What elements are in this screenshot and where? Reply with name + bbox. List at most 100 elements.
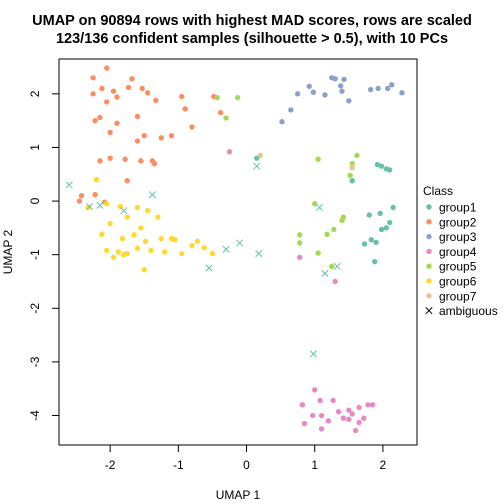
point-group4 xyxy=(301,420,308,427)
x-tick-label: 1 xyxy=(311,458,318,472)
point-group2 xyxy=(144,90,151,96)
point-group3 xyxy=(337,83,344,89)
legend-label-ambiguous: ambiguous xyxy=(439,304,498,318)
point-group4 xyxy=(349,411,355,417)
point-group4 xyxy=(340,415,347,421)
point-group4 xyxy=(297,254,303,261)
point-group2 xyxy=(90,75,96,81)
point-group5 xyxy=(329,263,335,270)
point-group1 xyxy=(373,239,379,246)
point-group2 xyxy=(97,158,103,164)
point-group1 xyxy=(372,258,378,265)
point-group4 xyxy=(335,409,342,415)
point-group6 xyxy=(124,214,130,220)
point-group2 xyxy=(134,113,141,120)
point-group6 xyxy=(115,249,122,255)
point-group3 xyxy=(339,88,345,94)
point-group6 xyxy=(117,203,124,210)
legend-label-group3: group3 xyxy=(439,230,477,244)
y-tick-label: 0 xyxy=(28,197,42,204)
point-group2 xyxy=(151,160,158,167)
point-group6 xyxy=(107,220,113,227)
point-group1 xyxy=(366,212,372,218)
legend-symbol-group1 xyxy=(426,204,432,210)
point-group4 xyxy=(309,412,316,419)
point-group6 xyxy=(134,204,141,211)
legend-symbol-group5 xyxy=(426,263,432,269)
x-tick-label: -1 xyxy=(173,458,184,472)
x-axis: -2 -1 0 1 2 xyxy=(105,444,387,472)
point-ambiguous xyxy=(222,245,230,253)
point-group2 xyxy=(97,114,103,121)
point-ambiguous xyxy=(333,262,341,271)
data-points xyxy=(65,65,405,434)
legend-label-group1: group1 xyxy=(439,201,477,215)
point-group4 xyxy=(312,387,318,393)
legend-title: Class xyxy=(423,184,453,198)
y-axis: -4 -3 -2 -1 0 1 2 xyxy=(28,90,60,421)
point-group6 xyxy=(144,208,151,214)
point-group4 xyxy=(346,416,352,422)
x-tick-label: -2 xyxy=(105,458,116,472)
point-group5 xyxy=(324,231,330,238)
point-ambiguous xyxy=(255,250,263,258)
point-group3 xyxy=(346,98,352,104)
point-group2 xyxy=(138,158,144,164)
point-group4 xyxy=(318,412,325,419)
point-group4 xyxy=(318,426,325,432)
point-ambiguous xyxy=(148,191,156,199)
point-group6 xyxy=(161,249,168,255)
point-group3 xyxy=(399,90,405,96)
point-group4 xyxy=(299,402,306,408)
point-group1 xyxy=(390,204,396,211)
legend-symbol-group4 xyxy=(426,248,432,255)
point-group3 xyxy=(279,119,285,125)
chart-subtitle: 123/136 confident samples (silhouette > … xyxy=(56,31,448,47)
legend-label-group2: group2 xyxy=(439,215,477,229)
point-group6 xyxy=(104,247,110,254)
point-group4 xyxy=(365,402,371,408)
point-group6 xyxy=(134,245,141,251)
point-group2 xyxy=(99,85,105,92)
y-axis-label: UMAP 2 xyxy=(1,229,15,274)
legend-symbol-group3 xyxy=(426,233,432,240)
point-group2 xyxy=(134,138,141,144)
point-ambiguous xyxy=(309,350,317,358)
y-tick-label: 2 xyxy=(28,90,42,97)
point-group2 xyxy=(217,109,224,116)
point-group1 xyxy=(387,219,393,226)
point-group4 xyxy=(361,415,367,421)
y-tick-label: -4 xyxy=(28,410,42,421)
point-group4 xyxy=(325,418,332,424)
point-group5 xyxy=(312,201,318,207)
point-group3 xyxy=(367,86,374,93)
point-group5 xyxy=(354,152,360,159)
legend-label-group5: group5 xyxy=(439,260,477,274)
point-group6 xyxy=(148,247,154,254)
point-group4 xyxy=(317,397,323,404)
point-group1 xyxy=(378,163,385,169)
point-group2 xyxy=(92,117,98,124)
point-group6 xyxy=(189,242,195,249)
point-group3 xyxy=(310,89,317,95)
point-group7 xyxy=(349,165,355,171)
point-group2 xyxy=(110,88,117,94)
point-group4 xyxy=(369,402,376,408)
point-group5 xyxy=(223,115,229,121)
point-group3 xyxy=(332,76,338,82)
point-group6 xyxy=(131,232,137,238)
point-group1 xyxy=(377,210,383,217)
point-group2 xyxy=(114,120,120,127)
point-group2 xyxy=(125,84,132,91)
point-ambiguous xyxy=(96,201,104,209)
plot-frame xyxy=(58,58,418,446)
point-group5 xyxy=(331,226,337,233)
point-group4 xyxy=(356,404,362,411)
y-tick-label: -1 xyxy=(28,249,42,260)
point-group6 xyxy=(99,231,105,238)
point-ambiguous xyxy=(253,162,261,170)
x-axis-label: UMAP 1 xyxy=(216,488,261,502)
point-group5 xyxy=(315,156,321,162)
point-group2 xyxy=(189,124,195,130)
